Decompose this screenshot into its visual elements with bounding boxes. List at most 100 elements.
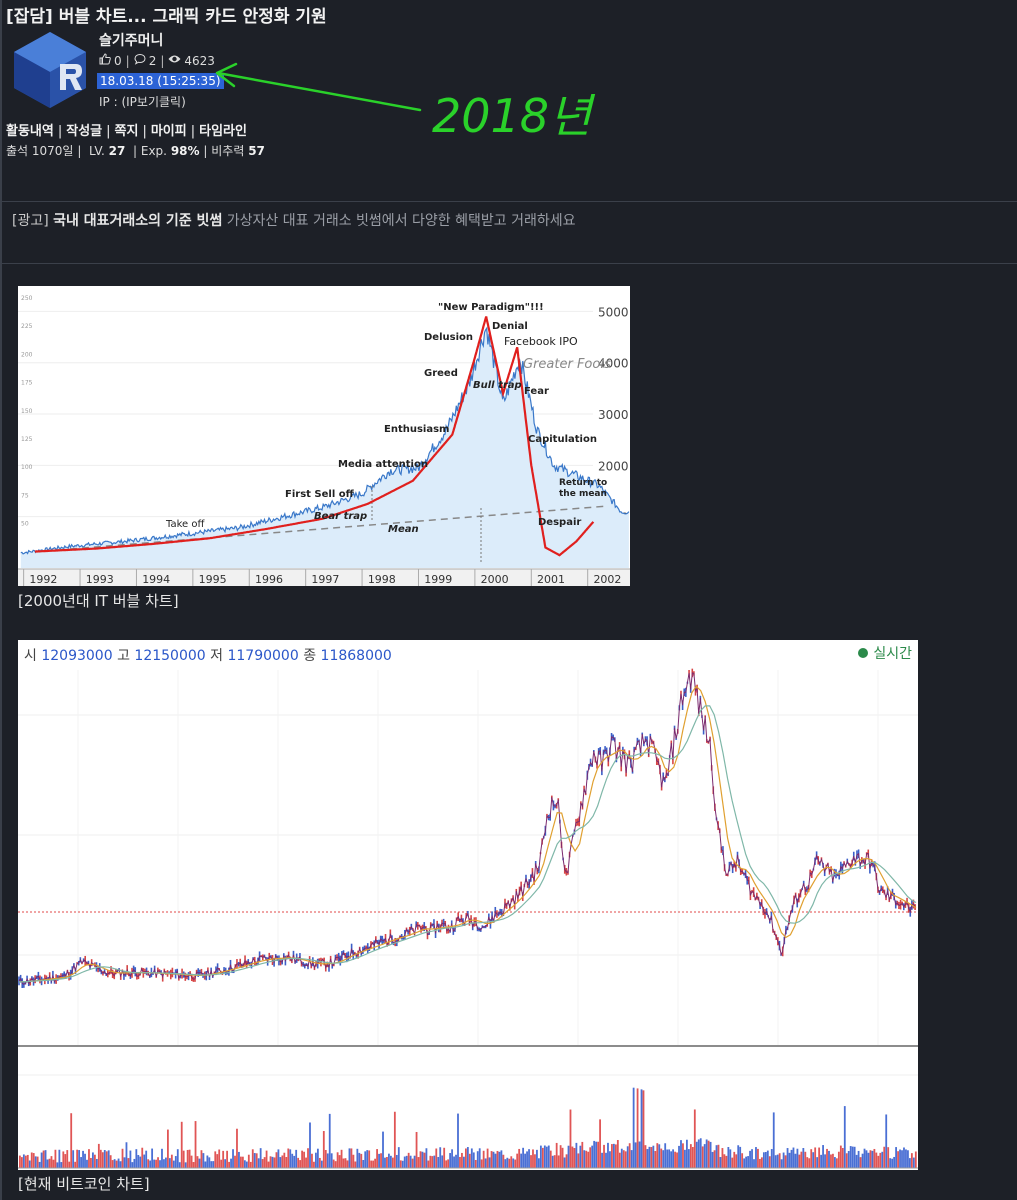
volume-bar: [474, 1159, 477, 1168]
ip-view-link[interactable]: IP : (IP보기클릭): [99, 95, 186, 109]
volume-bar: [188, 1149, 191, 1168]
volume-bar: [216, 1154, 219, 1168]
volume-bar: [715, 1145, 718, 1168]
left-rule: [0, 0, 2, 1200]
volume-bar: [703, 1144, 706, 1168]
volume-bar: [707, 1140, 710, 1168]
avatar-logo-icon: [14, 32, 86, 108]
volume-bar: [372, 1160, 375, 1168]
volume-bar: [468, 1153, 471, 1168]
volume-bar: [76, 1149, 79, 1168]
volume-bar: [526, 1151, 528, 1168]
volume-bar: [376, 1149, 378, 1168]
volume-bars: [19, 1087, 917, 1168]
volume-bar: [524, 1153, 526, 1168]
volume-bar: [342, 1158, 345, 1168]
volume-bar: [287, 1148, 290, 1168]
volume-bar: [463, 1156, 465, 1168]
volume-bar: [845, 1153, 848, 1168]
volume-bar: [786, 1148, 789, 1168]
annotation-label: Fear: [524, 386, 549, 397]
link-activity[interactable]: 활동내역: [6, 124, 54, 139]
volume-bar: [427, 1160, 430, 1168]
volume-bar: [865, 1150, 868, 1168]
volume-bar: [352, 1154, 355, 1168]
ad-banner[interactable]: [광고] 국내 대표거래소의 기준 빗썸 가상자산 대표 거래소 빗썸에서 다양…: [12, 210, 575, 230]
link-message[interactable]: 쪽지: [114, 124, 139, 139]
realtime-toggle[interactable]: 실시간: [858, 643, 912, 663]
author-name[interactable]: 슬기주머니: [99, 33, 164, 49]
volume-bar: [443, 1147, 446, 1168]
volume-bar: [80, 1157, 82, 1168]
volume-bar: [543, 1145, 546, 1168]
volume-bar: [668, 1149, 671, 1168]
volume-bar: [228, 1161, 230, 1168]
volume-bar: [832, 1153, 834, 1168]
volume-bar: [391, 1157, 394, 1168]
volume-bar: [871, 1150, 874, 1168]
link-mypi[interactable]: 마이피: [150, 124, 187, 139]
volume-bar: [721, 1148, 724, 1168]
link-timeline[interactable]: 타임라인: [199, 124, 247, 139]
volume-bar: [309, 1122, 311, 1168]
volume-bar: [889, 1158, 892, 1168]
low-label: 저: [210, 648, 224, 664]
volume-bar: [346, 1160, 349, 1168]
left-tick-label: 175: [21, 380, 33, 387]
volume-bar: [453, 1156, 455, 1168]
volume-bar: [881, 1151, 884, 1168]
x-tick-label: 2002: [593, 573, 621, 586]
volume-bar: [413, 1155, 416, 1168]
volume-bar: [74, 1161, 77, 1168]
volume-bar: [723, 1154, 726, 1168]
volume-bar: [326, 1153, 329, 1168]
ad-headline[interactable]: 국내 대표거래소의 기준 빗썸: [53, 213, 223, 229]
volume-bar: [145, 1150, 148, 1168]
volume-bar: [54, 1149, 57, 1168]
right-tick-label: 4000: [598, 357, 629, 371]
volume-bar: [551, 1155, 554, 1168]
volume-bar: [670, 1151, 673, 1168]
volume-bar: [70, 1113, 73, 1168]
volume-bar: [855, 1154, 858, 1168]
volume-bar: [131, 1162, 134, 1168]
volume-bar: [591, 1145, 594, 1168]
volume-bar: [388, 1153, 390, 1168]
volume-bar: [281, 1155, 284, 1168]
volume-bar: [470, 1148, 473, 1168]
bitcoin-chart: 시 12093000 고 12150000 저 11790000 종 11868…: [18, 640, 918, 1170]
x-tick-label: 1992: [29, 573, 57, 586]
volume-bar: [240, 1156, 242, 1168]
volume-bar: [360, 1153, 363, 1168]
volume-bar: [766, 1150, 769, 1168]
volume-bar: [149, 1160, 152, 1168]
volume-bar: [755, 1147, 757, 1168]
annotation-label: Bull trap: [473, 380, 522, 391]
it-bubble-chart: 5000400030002000100025022520017515012510…: [18, 286, 630, 586]
left-tick-label: 50: [21, 521, 29, 528]
author-avatar[interactable]: [10, 30, 90, 110]
volume-bar: [684, 1149, 686, 1168]
volume-bar: [204, 1161, 207, 1168]
volume-bar: [437, 1156, 440, 1168]
volume-bar: [397, 1147, 400, 1168]
volume-bar: [445, 1160, 448, 1168]
volume-bar: [650, 1147, 653, 1168]
volume-bar: [662, 1150, 665, 1168]
volume-bar: [686, 1139, 688, 1168]
x-tick-label: 1998: [368, 573, 396, 586]
volume-bar: [297, 1157, 300, 1168]
volume-bar: [711, 1151, 714, 1168]
volume-bar: [674, 1151, 676, 1168]
x-tick-label: 1993: [86, 573, 114, 586]
volume-bar: [488, 1157, 491, 1168]
volume-bar: [522, 1147, 525, 1168]
volume-bar: [163, 1159, 165, 1168]
link-posts[interactable]: 작성글: [66, 124, 103, 139]
volume-bar: [612, 1143, 615, 1168]
volume-bar: [350, 1148, 353, 1168]
volume-bar: [666, 1149, 669, 1168]
volume-bar: [26, 1154, 29, 1168]
annotation-label: Delusion: [424, 332, 473, 343]
volume-bar: [614, 1144, 617, 1168]
